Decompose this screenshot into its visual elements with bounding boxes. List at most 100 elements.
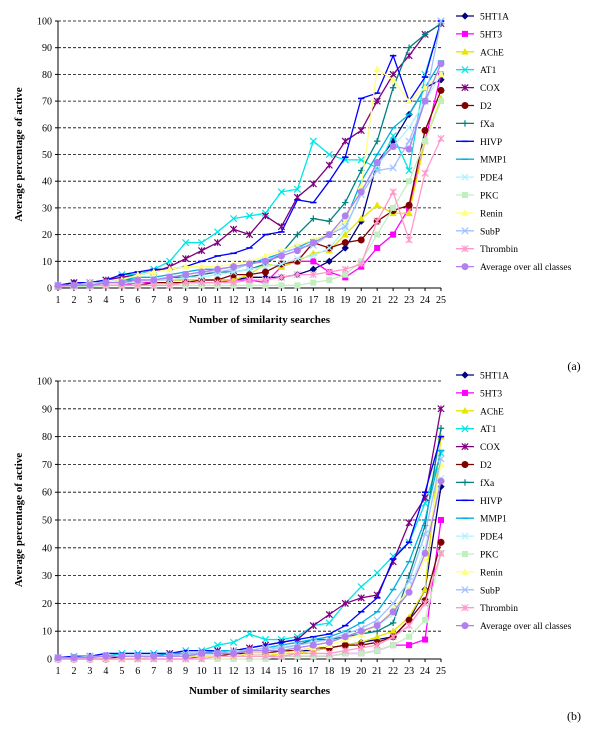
data-point	[421, 169, 429, 177]
data-point	[357, 188, 365, 196]
data-point	[293, 247, 301, 255]
data-point	[245, 265, 254, 273]
legend-marker	[461, 66, 469, 74]
series-fxa	[54, 425, 445, 661]
data-point	[341, 212, 349, 220]
series-average-over-all-classes	[54, 477, 445, 662]
legend-label: AT1	[480, 66, 497, 76]
data-point	[277, 260, 286, 268]
data-point	[102, 652, 110, 660]
legend-entry: 5HT3	[456, 30, 502, 40]
legend-entry: Thrombin	[456, 604, 518, 614]
legend-marker	[461, 371, 469, 379]
series-line	[58, 60, 442, 286]
data-point	[165, 265, 174, 273]
legend-label: Thrombin	[480, 245, 518, 255]
data-point	[437, 538, 445, 546]
data-point	[373, 616, 381, 624]
data-point	[214, 649, 222, 657]
data-point	[421, 126, 429, 134]
x-tick-label: 3	[87, 295, 92, 306]
x-tick-label: 7	[151, 295, 156, 306]
data-point	[245, 276, 254, 284]
data-point	[421, 549, 429, 557]
legend-entry: Renin	[456, 209, 503, 219]
data-point	[341, 599, 349, 608]
x-tick-label: 9	[183, 295, 188, 306]
series-line	[58, 63, 442, 286]
legend-label: Thrombin	[480, 604, 518, 614]
data-point	[390, 231, 397, 238]
legend-marker	[461, 102, 469, 110]
data-point	[166, 273, 174, 281]
x-tick-label: 7	[151, 666, 156, 677]
y-axis-label: Average percentage of active	[13, 87, 25, 221]
legend-marker	[461, 47, 469, 55]
data-point	[437, 134, 445, 143]
data-point	[437, 405, 445, 413]
legend-label: SubP	[480, 227, 500, 237]
x-tick-label: 13	[245, 295, 255, 306]
x-tick-label: 6	[135, 666, 140, 677]
data-point	[437, 17, 445, 25]
legend-entry: MMP1	[456, 515, 507, 525]
legend-marker	[461, 12, 469, 20]
x-tick-label: 21	[372, 666, 382, 677]
legend-entry: Average over all classes	[456, 263, 572, 273]
y-tick-label: 10	[42, 627, 52, 638]
series-line	[58, 450, 442, 659]
legend: 5HT1A 5HT3 AChE AT1 COX D2 fXa HIVP MMP1 PDE4 PKC R…	[456, 12, 572, 273]
data-point	[326, 276, 333, 284]
series-mmp1	[54, 60, 445, 287]
x-tick-label: 19	[340, 295, 350, 306]
legend-entry: D2	[456, 460, 492, 471]
data-point	[373, 622, 381, 630]
series-5ht1a	[54, 76, 445, 289]
data-point	[358, 650, 365, 657]
data-point	[118, 652, 126, 660]
data-point	[182, 255, 190, 263]
data-point	[325, 257, 333, 265]
data-point	[357, 156, 365, 164]
data-point	[246, 282, 253, 289]
data-point	[406, 633, 413, 640]
x-tick-label: 20	[356, 295, 366, 306]
y-tick-label: 90	[42, 404, 52, 415]
data-point	[277, 647, 285, 655]
data-point	[341, 239, 349, 247]
data-point	[213, 279, 222, 287]
data-point	[421, 97, 429, 105]
data-point	[406, 178, 413, 185]
legend-entry: Average over all classes	[456, 622, 572, 632]
data-point	[245, 630, 254, 638]
legend-label: PDE4	[480, 174, 503, 184]
legend-label: AT1	[480, 425, 497, 435]
x-tick-label: 9	[183, 666, 188, 677]
series-line	[57, 453, 442, 659]
legend-label: Renin	[480, 568, 503, 578]
data-point	[293, 185, 301, 193]
data-point	[245, 230, 254, 239]
legend-label: 5HT3	[480, 389, 502, 399]
legend-entry: SubP	[456, 586, 500, 596]
x-tick-label: 4	[103, 666, 108, 677]
data-point	[102, 279, 110, 287]
series-line	[58, 486, 442, 659]
y-tick-label: 80	[42, 432, 52, 443]
legend-marker	[461, 227, 469, 235]
legend-entry: COX	[456, 442, 500, 453]
data-point	[325, 150, 333, 159]
y-tick-label: 10	[42, 257, 52, 268]
legend-label: 5HT1A	[480, 13, 509, 23]
legend-label: Average over all classes	[480, 622, 572, 632]
legend-entry: SubP	[456, 227, 500, 237]
y-tick-label: 100	[37, 377, 52, 388]
x-tick-label: 25	[436, 666, 446, 677]
data-point	[342, 271, 349, 278]
data-point	[325, 268, 333, 276]
data-point	[198, 238, 206, 247]
legend-label: MMP1	[480, 156, 507, 166]
data-point	[229, 638, 238, 646]
data-point	[422, 138, 429, 145]
